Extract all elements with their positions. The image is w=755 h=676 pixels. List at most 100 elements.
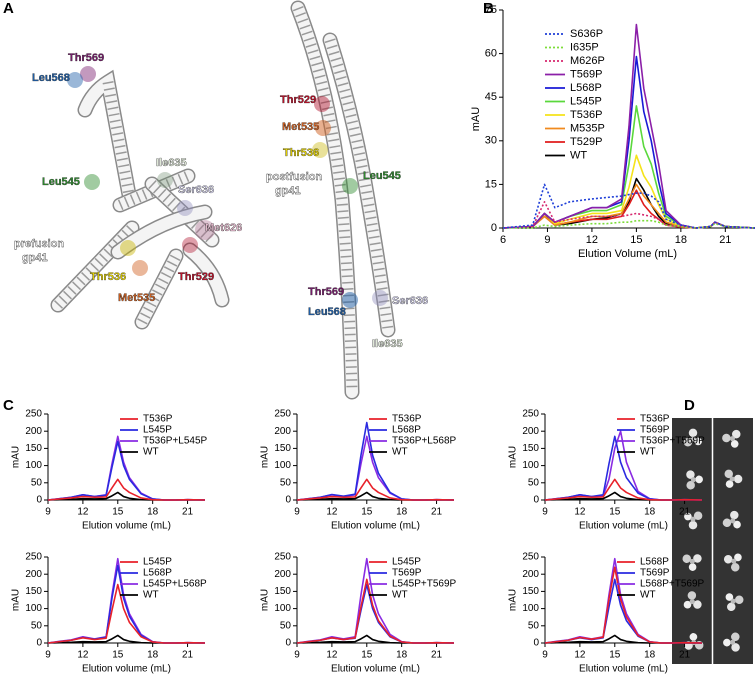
y-tick-label: 0 [36,495,42,506]
y-tick-label: 150 [522,586,539,597]
x-tick-label: 12 [574,507,586,518]
x-tick-label: 15 [630,234,642,246]
series-line [502,183,755,229]
y-axis-label: mAU [508,446,519,468]
x-tick-label: 9 [45,650,51,661]
residue-label: Met535 [118,292,155,304]
legend-label: T536P [392,414,422,425]
x-tick-label: 15 [361,650,373,661]
legend-label: T569P [640,568,670,579]
residue-label: Leu568 [308,306,346,318]
residue-label: Leu545 [42,176,80,188]
x-tick-label: 12 [77,650,89,661]
structure-caption: gp41 [275,185,301,197]
x-tick-label: 15 [112,507,124,518]
y-tick-label: 0 [533,638,539,649]
legend-label: WT [143,590,159,601]
structure-caption: prefusion [14,238,64,250]
x-tick-label: 12 [77,507,89,518]
x-axis-label: Elution volume (mL) [82,521,171,532]
x-tick-label: 9 [45,507,51,518]
y-tick-label: 100 [274,603,291,614]
residue-label: Ser636 [392,295,428,307]
y-tick-label: 250 [274,409,291,420]
x-tick-label: 18 [644,650,656,661]
series-line [47,440,206,501]
x-axis-label: Elution volume (mL) [331,664,420,675]
x-axis-label: Elution volume (mL) [579,521,668,532]
x-tick-label: 21 [431,507,443,518]
x-tick-label: 12 [326,650,338,661]
y-tick-label: 250 [522,409,539,420]
x-tick-label: 12 [574,650,586,661]
y-tick-label: 0 [491,222,497,234]
legend-label: WT [392,590,408,601]
y-axis-label: mAU [260,589,271,611]
x-tick-label: 15 [609,507,621,518]
y-tick-label: 50 [280,620,292,631]
y-tick-label: 100 [522,603,539,614]
x-tick-label: 18 [675,234,687,246]
residue-label: Thr536 [283,147,319,159]
legend-label: T536P+L545P [143,436,208,447]
legend-label: T569P [392,568,422,579]
x-tick-label: 12 [326,507,338,518]
y-tick-label: 15 [485,178,497,190]
y-axis-label: mAU [11,589,22,611]
y-tick-label: 30 [485,135,497,147]
residue-label: Thr569 [68,52,104,64]
residue-label: Leu545 [363,170,401,182]
legend-label: M535P [570,122,605,134]
y-tick-label: 60 [485,48,497,60]
series-line [47,583,206,644]
residue-label: Thr529 [280,94,316,106]
structure-caption: postfusion [266,171,322,183]
residue-label: Ser636 [178,184,214,196]
residue-label: Ile635 [372,338,403,350]
x-tick-label: 21 [431,650,443,661]
legend-label: L568P [570,82,602,94]
y-tick-label: 250 [522,552,539,563]
residue-label: Thr529 [178,271,214,283]
y-axis-label: mAU [260,446,271,468]
legend-label: T536P+T569P [640,436,705,447]
legend-label: L545P [570,95,602,107]
legend-label: L568P+T569P [640,579,705,590]
legend-label: T536P+L568P [392,436,457,447]
y-tick-label: 100 [522,460,539,471]
legend-label: WT [640,590,656,601]
y-tick-label: 50 [31,477,43,488]
legend-label: L568P [143,568,172,579]
y-tick-label: 250 [25,409,42,420]
y-tick-label: 0 [36,638,42,649]
y-tick-label: 250 [274,552,291,563]
x-tick-label: 18 [396,650,408,661]
y-tick-label: 200 [25,426,42,437]
x-tick-label: 12 [586,234,598,246]
y-tick-label: 150 [25,586,42,597]
y-tick-label: 200 [274,426,291,437]
y-tick-label: 50 [280,477,292,488]
y-tick-label: 75 [485,4,497,16]
x-tick-label: 18 [644,507,656,518]
x-tick-label: 21 [679,650,691,661]
panel-label: D [684,397,695,414]
series-line [47,478,206,501]
legend-label: L545P+T569P [392,579,457,590]
y-tick-label: 150 [274,443,291,454]
panel-label: B [483,0,494,17]
y-tick-label: 100 [274,460,291,471]
y-tick-label: 150 [25,443,42,454]
legend-label: T536P [640,414,670,425]
residue-label: Thr569 [308,286,344,298]
x-axis-label: Elution volume (mL) [331,521,420,532]
x-tick-label: 9 [542,507,548,518]
class-averages [672,418,753,664]
residue-label: Thr536 [90,271,126,283]
legend-label: L545P [143,425,172,436]
prefusion-structure: Thr569 Leu568 Ile635 Ser636 Leu545 Met62… [14,52,242,330]
x-tick-label: 21 [719,234,731,246]
y-tick-label: 150 [274,586,291,597]
legend-label: T536P [143,414,173,425]
